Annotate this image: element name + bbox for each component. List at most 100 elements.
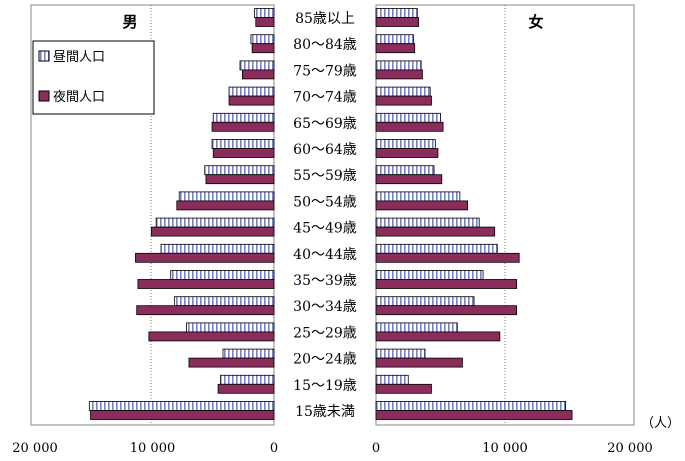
bar-female-nighttime-13 [375,357,463,368]
right-tick-label-2: 20 000 [607,441,653,456]
bar-female-nighttime-5 [375,148,439,158]
category-label-9: 40～44歳 [293,247,357,263]
bar-male-daytime-11 [173,296,275,307]
bar-male-nighttime-7 [176,200,275,211]
axis-tick-labels: 20 000 10 000 0 0 10 000 20 000 [12,441,653,456]
legend: 昼間人口 夜間人口 [32,40,155,115]
right-tick-label-0: 0 [372,441,380,456]
bar-female-nighttime-9 [375,252,520,263]
bar-female-nighttime-15 [375,410,573,420]
bar-male-nighttime-5 [212,148,275,158]
bar-male-daytime-0 [254,8,275,18]
legend-swatch-daytime [38,50,50,62]
bar-female-daytime-4 [375,112,441,123]
left-plot-frame [30,4,275,426]
bar-male-nighttime-15 [90,410,275,420]
category-label-10: 35～39歳 [293,273,357,289]
bar-female-daytime-7 [375,191,461,202]
bar-female-daytime-12 [375,322,458,333]
bar-male-nighttime-12 [148,331,275,342]
bar-female-daytime-14 [375,374,409,385]
legend-swatch-nighttime [38,90,50,102]
bar-male-nighttime-14 [217,383,275,394]
category-label-5: 60～64歳 [293,142,357,158]
bar-female-daytime-8 [375,217,480,228]
bar-female-daytime-10 [375,270,484,280]
category-label-1: 80～84歳 [293,37,357,53]
bar-male-nighttime-9 [135,252,275,263]
left-tick-label-0: 20 000 [12,441,58,456]
bar-male-daytime-12 [186,322,275,333]
bar-female-daytime-9 [375,243,498,254]
bar-female-nighttime-14 [375,383,432,394]
bar-male-nighttime-1 [251,43,275,54]
category-label-8: 45～49歳 [293,221,357,237]
category-label-13: 20～24歳 [293,352,357,368]
right-tick-label-1: 10 000 [482,441,528,456]
bar-female-daytime-13 [375,348,426,359]
category-labels: 85歳以上 80～84歳 75～79歳 70～74歳 65～69歳 60～64歳 55～59… [293,11,357,420]
bar-female-daytime-0 [375,8,418,18]
bar-female-nighttime-0 [375,17,419,27]
category-label-0: 85歳以上 [295,11,355,27]
bar-female-nighttime-2 [375,69,423,80]
category-label-2: 75～79歳 [293,63,357,79]
bar-male-daytime-5 [211,139,275,149]
bar-male-nighttime-10 [137,279,275,289]
bar-female-nighttime-7 [375,200,468,211]
category-label-11: 30～34歳 [293,299,357,315]
bar-female-nighttime-11 [375,305,518,316]
bar-male-daytime-13 [222,348,275,359]
bar-female-nighttime-12 [375,331,501,342]
category-label-14: 15～19歳 [293,378,357,394]
bar-male-nighttime-4 [211,121,275,132]
bar-male-nighttime-11 [136,305,275,316]
female-panel-label: 女 [528,13,543,31]
unit-label: （人） [641,416,680,431]
bar-male-daytime-9 [160,243,275,254]
bar-male-nighttime-0 [255,17,275,27]
bar-male-daytime-4 [212,112,275,123]
legend-box [32,40,155,115]
bar-male-daytime-2 [239,60,275,71]
category-label-6: 55～59歳 [293,168,357,184]
bar-female-daytime-2 [375,60,422,71]
bars-group [88,8,573,420]
bar-female-nighttime-8 [375,226,496,237]
bar-female-daytime-11 [375,296,475,307]
bar-male-daytime-7 [178,191,275,202]
bar-male-daytime-15 [88,401,275,411]
bar-male-nighttime-13 [188,357,275,368]
category-label-4: 65～69歳 [293,116,357,132]
bar-male-daytime-1 [250,34,275,45]
bar-female-nighttime-1 [375,43,416,54]
male-panel-label: 男 [122,13,137,31]
bar-male-daytime-14 [220,374,275,385]
left-tick-label-2: 0 [270,441,278,456]
bar-male-daytime-8 [155,217,275,228]
bar-female-nighttime-10 [375,279,518,289]
bar-male-daytime-6 [204,165,275,176]
bar-male-nighttime-8 [150,226,275,237]
bar-female-daytime-5 [375,139,436,149]
legend-label-nighttime: 夜間人口 [53,90,105,105]
bar-female-daytime-3 [375,86,431,97]
bar-male-daytime-3 [228,86,275,97]
left-tick-label-1: 10 000 [130,441,176,456]
bar-female-nighttime-4 [375,121,444,132]
bar-female-nighttime-3 [375,95,432,106]
category-label-12: 25～29歳 [293,325,357,341]
category-label-3: 70～74歳 [293,90,357,106]
legend-label-daytime: 昼間人口 [53,50,105,65]
bar-female-daytime-1 [375,34,414,45]
category-label-15: 15歳未満 [295,404,355,420]
bar-male-nighttime-3 [228,95,275,106]
bar-male-nighttime-6 [205,174,275,185]
bar-male-nighttime-2 [242,69,275,80]
bar-female-daytime-6 [375,165,435,176]
category-label-7: 50～54歳 [293,194,357,210]
bar-female-daytime-15 [375,401,567,411]
bar-male-daytime-10 [170,270,275,280]
bar-female-nighttime-6 [375,174,443,185]
